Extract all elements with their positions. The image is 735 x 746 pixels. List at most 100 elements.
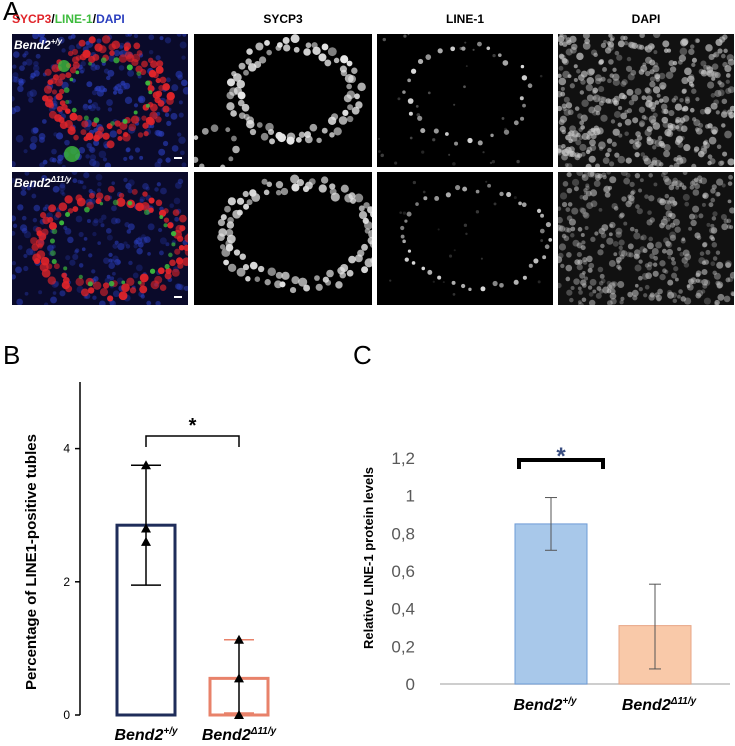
line1-channel-label: LINE-1 — [54, 12, 93, 26]
cell — [91, 89, 98, 96]
cell — [351, 67, 358, 74]
cell — [453, 249, 456, 252]
cell — [275, 189, 282, 196]
cell — [581, 174, 586, 178]
cell — [569, 83, 575, 89]
cell — [717, 48, 723, 54]
cell — [174, 216, 180, 222]
cell — [321, 127, 328, 134]
cell — [114, 120, 121, 127]
cell — [181, 55, 186, 60]
cell — [625, 200, 632, 208]
cell — [573, 186, 579, 192]
cell — [598, 86, 605, 93]
cell — [657, 197, 663, 204]
cell — [630, 190, 635, 196]
cell — [666, 130, 674, 138]
cell — [598, 59, 604, 65]
cell — [15, 134, 24, 143]
cell — [116, 128, 123, 135]
cell — [503, 129, 510, 135]
cell — [662, 121, 669, 128]
cell — [644, 87, 651, 94]
cell — [652, 145, 657, 150]
cell — [695, 272, 701, 278]
cell — [47, 276, 57, 285]
cell — [692, 189, 700, 196]
cell — [92, 219, 99, 227]
cell — [721, 123, 726, 128]
cell — [158, 209, 167, 217]
cell — [46, 263, 53, 270]
cell — [618, 133, 623, 138]
cell — [12, 223, 18, 228]
cell — [564, 146, 572, 154]
cell — [217, 219, 225, 227]
cell — [97, 126, 105, 133]
cell — [648, 173, 653, 178]
cell — [588, 299, 596, 305]
cell — [567, 74, 572, 79]
cell — [646, 264, 652, 271]
cell — [586, 255, 593, 263]
cell — [255, 42, 264, 51]
cell — [107, 295, 114, 302]
cell — [78, 146, 86, 154]
cell — [425, 54, 432, 60]
cell — [182, 34, 187, 37]
cell — [101, 214, 107, 220]
cell — [624, 118, 632, 126]
cell — [409, 136, 413, 140]
cell — [96, 188, 101, 193]
cell — [683, 144, 691, 152]
row-label-wildtype: Bend2+/y — [14, 37, 62, 52]
cell — [669, 234, 677, 241]
cell — [558, 119, 565, 126]
micrograph-merged — [12, 34, 188, 167]
cell — [635, 204, 640, 209]
cell — [486, 46, 491, 51]
cell — [55, 93, 63, 101]
cell — [26, 90, 34, 98]
cell — [164, 37, 172, 44]
cell — [600, 114, 608, 122]
cell — [78, 66, 86, 74]
cell — [721, 98, 728, 105]
cell — [461, 283, 466, 289]
cell — [710, 188, 716, 194]
cell — [147, 85, 155, 93]
cell — [19, 65, 25, 72]
cell — [720, 111, 728, 118]
cell — [343, 94, 352, 103]
dapi-image-mutant — [558, 172, 734, 305]
cell — [716, 144, 722, 150]
cell — [86, 219, 91, 224]
cell — [520, 64, 525, 69]
cell — [118, 65, 125, 71]
cell — [232, 145, 240, 154]
cell — [22, 61, 27, 66]
cell — [629, 139, 635, 145]
cell — [570, 233, 575, 238]
cell — [522, 275, 527, 280]
cell — [648, 236, 654, 242]
cell — [129, 287, 137, 294]
cell — [623, 177, 631, 185]
cell — [708, 53, 715, 61]
cell — [499, 283, 504, 288]
cell — [612, 67, 617, 72]
cell — [593, 180, 601, 187]
cell — [220, 164, 226, 167]
cell — [633, 232, 641, 240]
cell — [618, 245, 623, 250]
cell — [148, 207, 154, 213]
cell — [580, 279, 587, 286]
cell — [32, 65, 40, 72]
cell — [595, 292, 602, 299]
cell — [698, 179, 703, 184]
cell — [693, 146, 700, 152]
cell — [63, 87, 70, 93]
cell — [64, 195, 73, 204]
cell — [565, 134, 571, 141]
cell — [596, 286, 602, 291]
